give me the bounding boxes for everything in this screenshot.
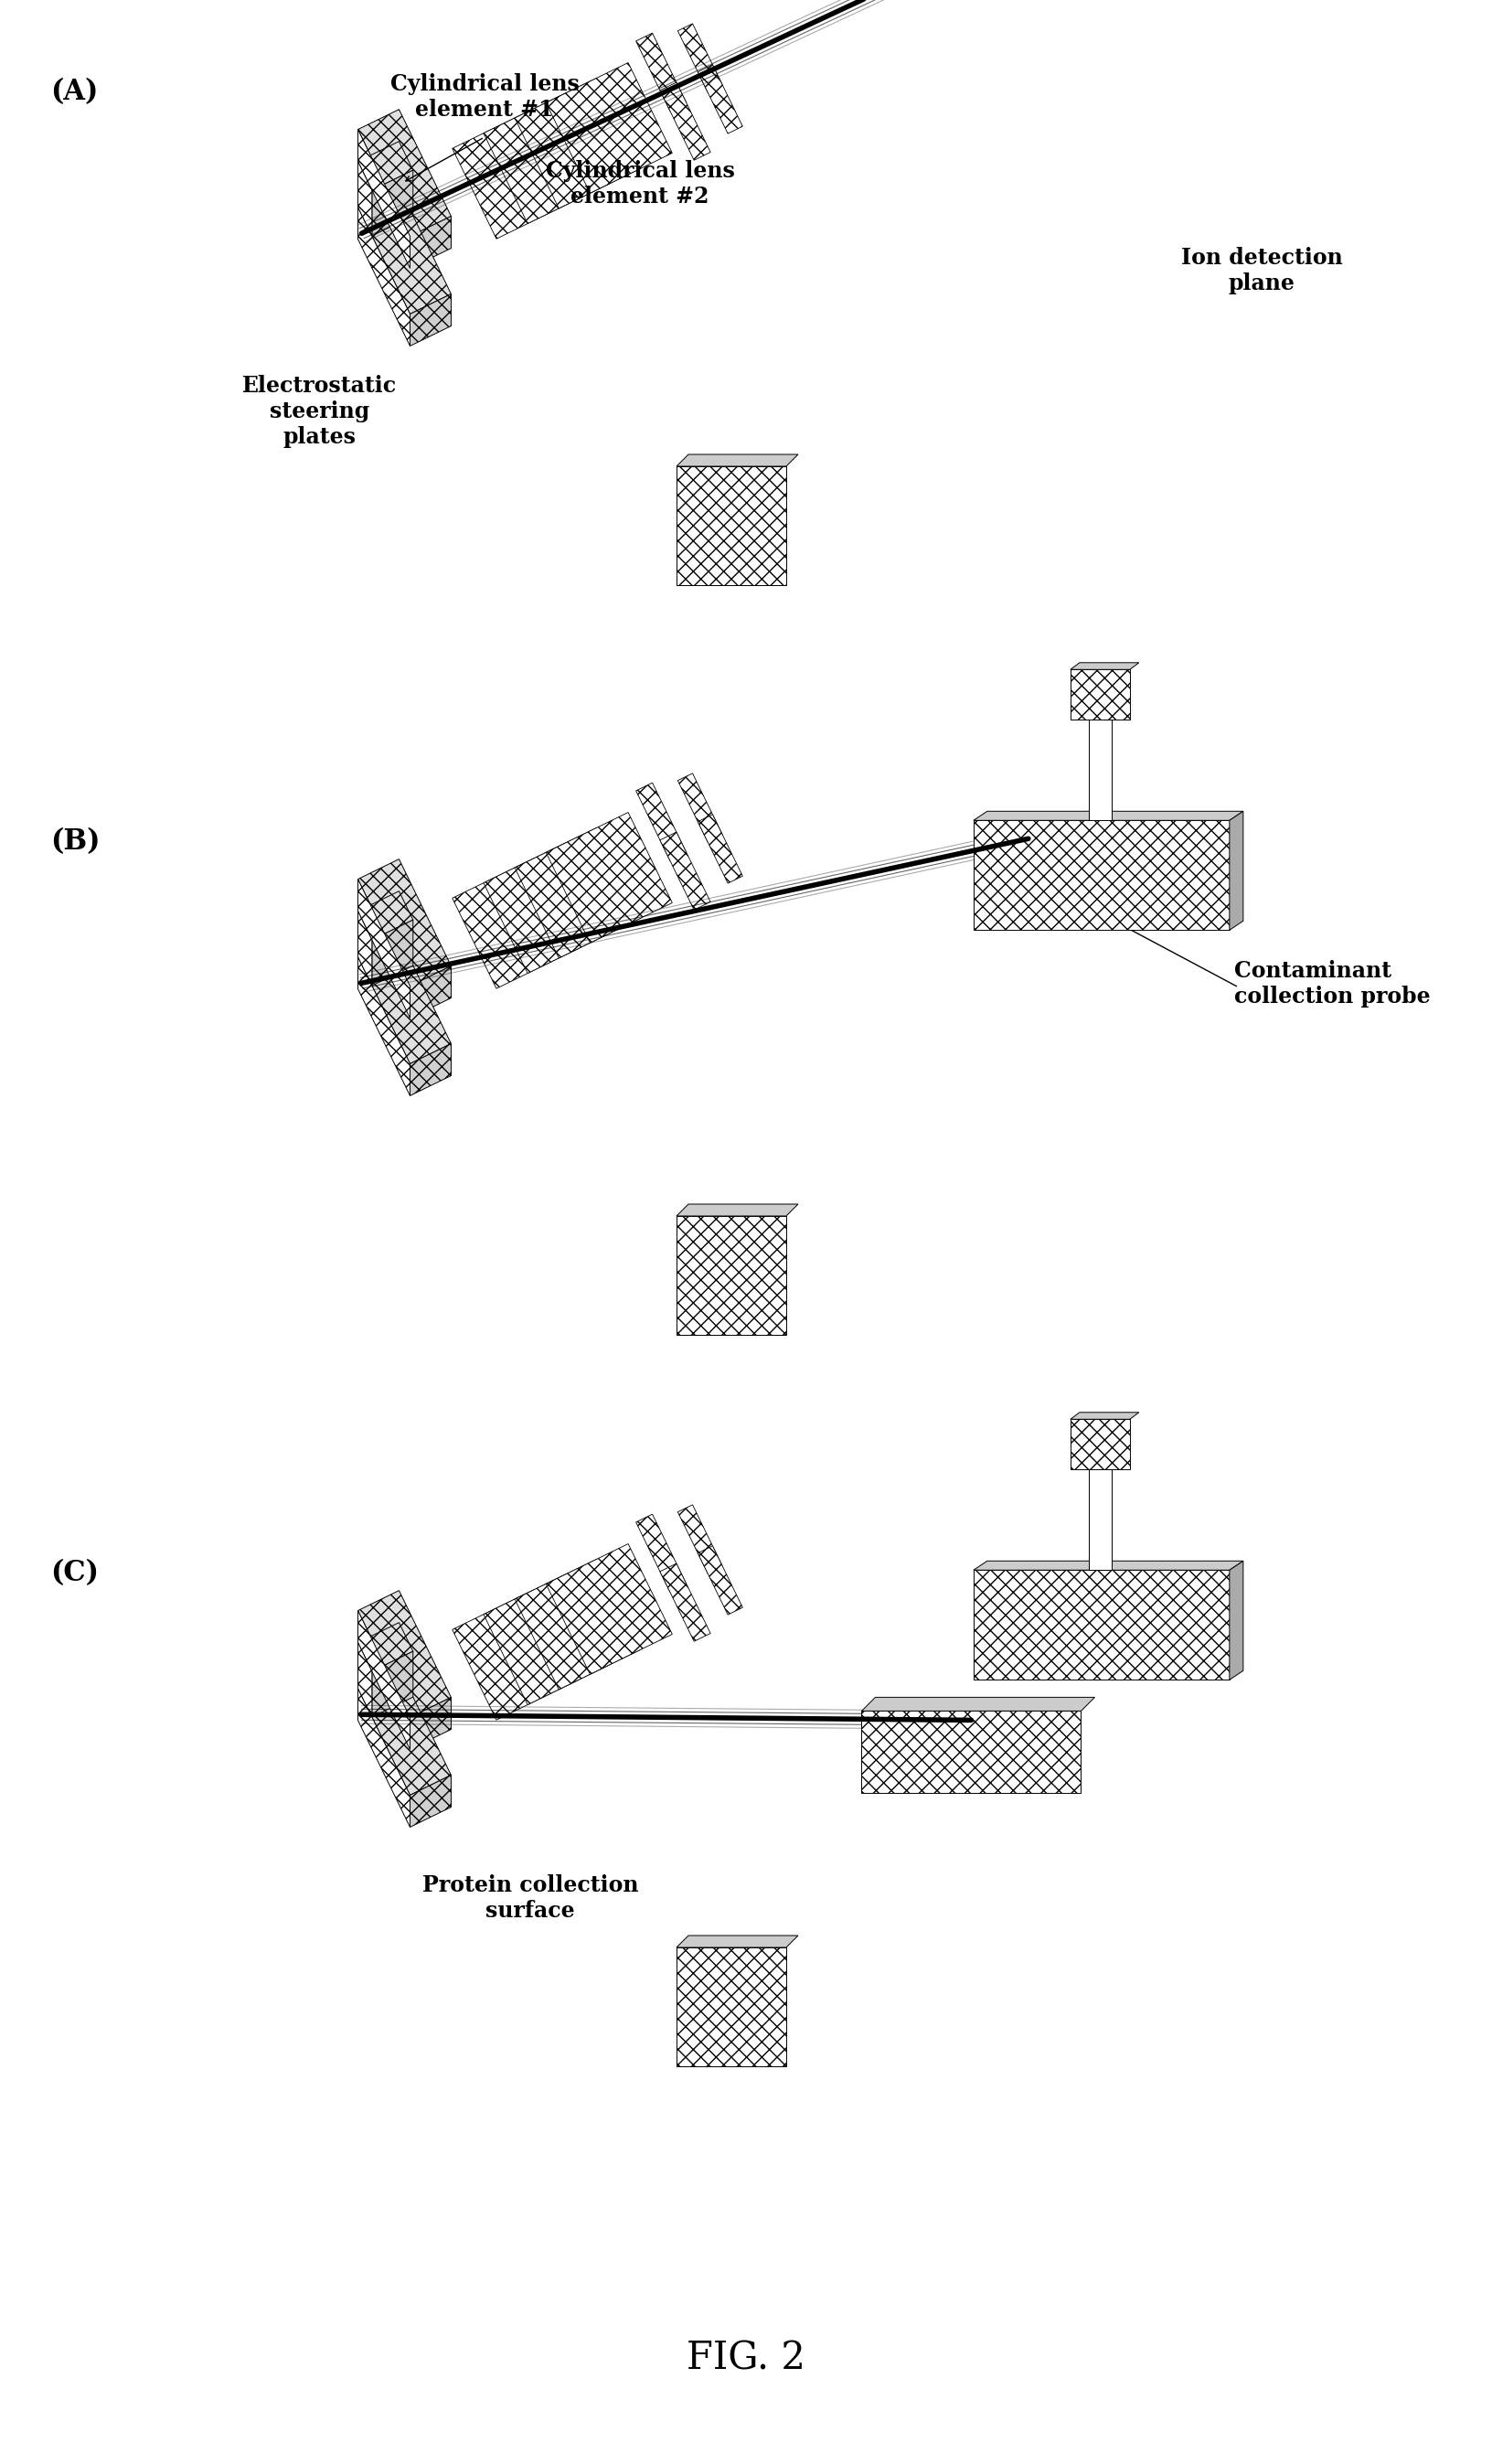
Text: Electrostatic
steering
plates: Electrostatic steering plates [243,375,397,448]
Polygon shape [1070,663,1138,670]
Polygon shape [372,1651,413,1717]
Text: (B): (B) [51,828,100,855]
Polygon shape [698,1545,743,1614]
Polygon shape [636,784,686,860]
Text: Protein collection
surface: Protein collection surface [422,1875,639,1922]
Polygon shape [358,892,413,939]
Polygon shape [410,217,451,269]
Polygon shape [358,1668,451,1796]
Polygon shape [410,966,451,1018]
Polygon shape [358,860,451,986]
Polygon shape [410,1774,451,1828]
Polygon shape [452,857,579,988]
Polygon shape [372,170,413,237]
Text: FIG. 2: FIG. 2 [686,2341,806,2378]
Polygon shape [659,1565,710,1641]
Polygon shape [973,811,1243,821]
Polygon shape [452,108,579,239]
Polygon shape [973,1562,1243,1570]
Polygon shape [676,1205,798,1217]
Polygon shape [452,1589,579,1720]
Polygon shape [358,1592,451,1717]
Polygon shape [659,833,710,909]
Bar [1089,719,1112,821]
Polygon shape [676,453,798,466]
Polygon shape [1070,1412,1138,1419]
Polygon shape [410,1698,451,1749]
Polygon shape [483,843,610,973]
Bar [1070,1419,1129,1469]
Polygon shape [358,140,413,190]
Bar [676,466,786,584]
Polygon shape [358,1611,410,1749]
Polygon shape [358,163,372,237]
Polygon shape [483,1574,610,1705]
Polygon shape [483,94,610,224]
Polygon shape [515,828,642,958]
Polygon shape [410,1045,451,1096]
Polygon shape [546,1545,673,1673]
Polygon shape [659,81,710,160]
Polygon shape [677,1506,722,1574]
Polygon shape [410,293,451,345]
Polygon shape [698,816,743,882]
Bar [1089,719,1112,821]
Polygon shape [358,912,372,986]
Polygon shape [358,880,410,1018]
Bar [1089,1469,1112,1570]
Polygon shape [358,1624,413,1671]
Bar [973,821,1229,929]
Bar [861,1710,1082,1794]
Polygon shape [546,813,673,944]
Bar [676,1947,786,2067]
Polygon shape [358,108,451,237]
Bar [676,1217,786,1335]
Polygon shape [636,1515,686,1592]
Polygon shape [515,1560,642,1690]
Bar [1070,670,1129,719]
Polygon shape [358,1643,372,1717]
Polygon shape [358,936,451,1064]
Text: (C): (C) [51,1560,98,1587]
Polygon shape [861,1698,1095,1710]
Polygon shape [358,1688,410,1828]
Text: Contaminant
collection probe: Contaminant collection probe [1234,961,1431,1008]
Polygon shape [358,207,410,345]
Polygon shape [358,956,410,1096]
Polygon shape [1229,811,1243,929]
Polygon shape [372,919,413,986]
Polygon shape [358,131,410,269]
Text: Ion detection
plane: Ion detection plane [1180,246,1343,293]
Polygon shape [636,32,686,111]
Polygon shape [698,64,743,133]
Polygon shape [358,187,451,313]
Polygon shape [676,1937,798,1947]
Polygon shape [677,25,722,94]
Text: Cylindrical lens
element #2: Cylindrical lens element #2 [546,160,734,207]
Polygon shape [515,79,642,209]
Polygon shape [546,62,673,192]
Bar [973,1570,1229,1680]
Bar [1089,1469,1112,1570]
Text: Cylindrical lens
element #1: Cylindrical lens element #1 [389,74,579,121]
Text: (A): (A) [51,79,98,106]
Polygon shape [677,774,722,843]
Polygon shape [1229,1562,1243,1680]
